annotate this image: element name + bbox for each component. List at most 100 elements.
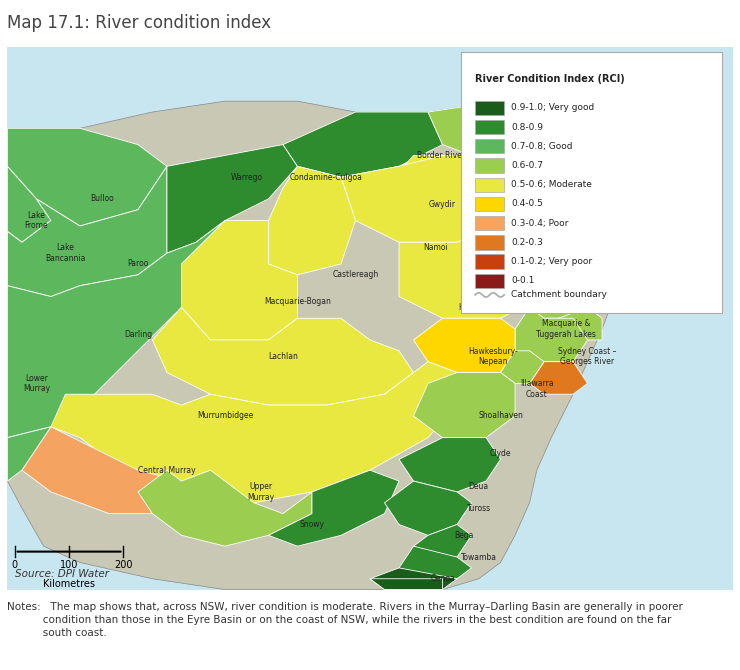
Text: 0.5-0.6; Moderate: 0.5-0.6; Moderate [511, 180, 592, 189]
Bar [475, 216, 504, 230]
Polygon shape [530, 253, 588, 297]
Text: Hastings: Hastings [563, 276, 597, 285]
Text: Hawkesbury-
Nepean: Hawkesbury- Nepean [468, 346, 518, 366]
Polygon shape [645, 90, 675, 123]
Polygon shape [7, 128, 167, 226]
Text: Manning: Manning [542, 270, 575, 279]
Polygon shape [370, 568, 457, 590]
Polygon shape [414, 525, 471, 557]
Polygon shape [399, 438, 500, 492]
Polygon shape [269, 470, 399, 546]
Polygon shape [167, 145, 297, 253]
Polygon shape [530, 362, 588, 394]
Text: Notes:   The map shows that, across NSW, river condition is moderate. Rivers in : Notes: The map shows that, across NSW, r… [7, 602, 683, 638]
Text: Darling: Darling [124, 330, 152, 339]
Text: Murrumbidgee: Murrumbidgee [197, 411, 253, 421]
Polygon shape [7, 166, 167, 297]
Text: 0.2-0.3: 0.2-0.3 [511, 238, 543, 247]
Text: Bellinger: Bellinger [571, 216, 605, 225]
Polygon shape [428, 101, 588, 155]
Polygon shape [544, 199, 602, 253]
Text: Paroo: Paroo [127, 259, 149, 269]
Polygon shape [7, 74, 675, 590]
Text: Tweed: Tweed [633, 107, 657, 117]
Polygon shape [7, 166, 51, 243]
Text: Catchment boundary: Catchment boundary [511, 290, 608, 299]
Text: Clyde: Clyde [490, 450, 511, 458]
Text: Shoalhaven: Shoalhaven [478, 411, 523, 421]
Bar [475, 235, 504, 250]
Text: Richmond: Richmond [605, 140, 643, 149]
Text: 0.3-0.4; Poor: 0.3-0.4; Poor [511, 218, 569, 228]
Polygon shape [181, 220, 297, 340]
Polygon shape [414, 373, 515, 438]
Bar [475, 274, 504, 288]
Text: 0: 0 [12, 560, 18, 570]
Text: Central Murray: Central Murray [138, 466, 196, 475]
Polygon shape [414, 318, 515, 373]
Polygon shape [138, 470, 312, 546]
Text: Border Rivers: Border Rivers [417, 151, 468, 160]
Polygon shape [341, 155, 530, 243]
Text: Namoi: Namoi [423, 243, 448, 252]
Polygon shape [399, 220, 559, 318]
Text: Gwydir: Gwydir [429, 200, 456, 209]
Bar [475, 197, 504, 211]
Text: Bruns-
wick: Bruns- wick [655, 119, 680, 138]
Polygon shape [515, 308, 588, 362]
Text: Kilometres: Kilometres [43, 579, 95, 589]
Text: Upper
Murray: Upper Murray [248, 482, 275, 502]
Polygon shape [616, 90, 660, 145]
Text: Clarence: Clarence [578, 184, 612, 192]
Polygon shape [283, 112, 443, 177]
Polygon shape [370, 579, 443, 590]
Text: Snowy: Snowy [300, 520, 324, 529]
Text: Lower
Murray: Lower Murray [23, 374, 50, 393]
Polygon shape [645, 68, 689, 112]
Text: Bega: Bega [454, 531, 474, 540]
Text: Map 17.1: River condition index: Map 17.1: River condition index [7, 15, 272, 32]
Text: Bulloo: Bulloo [90, 194, 113, 204]
Text: Tuross: Tuross [467, 504, 491, 513]
Bar [475, 100, 504, 115]
Text: Sydney Coast –
Georges River: Sydney Coast – Georges River [558, 346, 617, 366]
Polygon shape [7, 220, 225, 438]
Polygon shape [530, 285, 588, 318]
Polygon shape [51, 362, 457, 502]
Text: Macquarie &
Tuggerah Lakes: Macquarie & Tuggerah Lakes [536, 320, 596, 339]
Text: Genoa: Genoa [430, 574, 455, 584]
Text: Karuah: Karuah [574, 292, 601, 301]
Polygon shape [269, 166, 355, 275]
Polygon shape [500, 220, 559, 264]
Text: 0.7-0.8; Good: 0.7-0.8; Good [511, 142, 573, 151]
Text: 0.9-1.0; Very good: 0.9-1.0; Very good [511, 103, 595, 113]
Polygon shape [22, 427, 210, 514]
Text: 100: 100 [60, 560, 78, 570]
Polygon shape [399, 546, 471, 579]
Bar [475, 120, 504, 134]
Bar [475, 255, 504, 269]
Text: 0-0.1: 0-0.1 [511, 277, 535, 285]
Text: Source: DPI Water: Source: DPI Water [15, 569, 109, 579]
Text: River Condition Index (RCI): River Condition Index (RCI) [475, 74, 625, 84]
Polygon shape [7, 231, 95, 297]
Text: 0.1-0.2; Very poor: 0.1-0.2; Very poor [511, 257, 593, 266]
Text: Condamine-Culgoa: Condamine-Culgoa [290, 173, 363, 182]
Text: Lake
Frome: Lake Frome [24, 211, 48, 230]
Text: Illawarra
Coast: Illawarra Coast [520, 379, 554, 399]
Text: Macleay: Macleay [550, 238, 582, 247]
Polygon shape [7, 427, 51, 481]
Polygon shape [573, 112, 660, 155]
Text: Lachlan: Lachlan [268, 352, 298, 360]
Text: Lake
Bancannia: Lake Bancannia [45, 243, 86, 263]
Text: Castlereagh: Castlereagh [332, 270, 379, 279]
Polygon shape [152, 308, 414, 405]
Text: Macquarie-Bogan: Macquarie-Bogan [264, 297, 331, 306]
FancyBboxPatch shape [460, 52, 722, 313]
Bar [475, 139, 504, 153]
Polygon shape [500, 351, 544, 383]
Bar [475, 158, 504, 173]
Text: Warrego: Warrego [231, 173, 263, 182]
Polygon shape [385, 481, 471, 535]
Polygon shape [559, 308, 602, 340]
